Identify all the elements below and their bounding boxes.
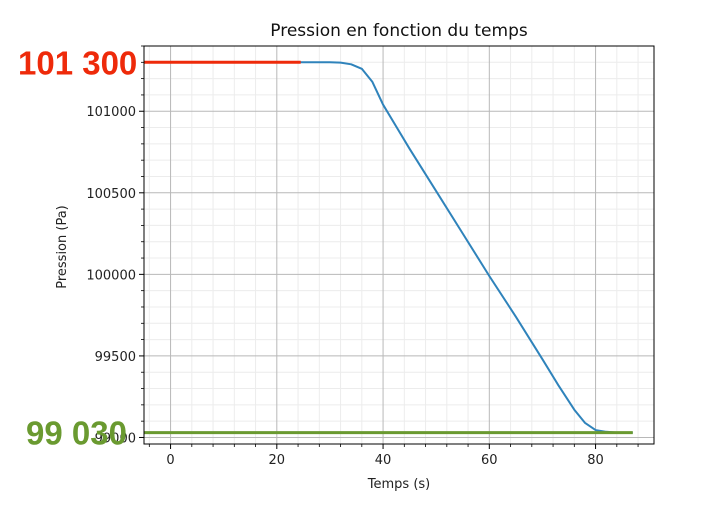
series-layer: [144, 61, 633, 434]
annotation-labels: 101 300 99 030: [18, 44, 137, 451]
major-grid: [144, 46, 654, 444]
x-tick-label: 0: [166, 453, 174, 468]
plot-frame: [143, 45, 655, 445]
x-tick-label: 40: [375, 453, 392, 468]
y-axis-label: Pression (Pa): [55, 205, 70, 289]
y-tick-label: 99500: [95, 350, 136, 365]
chart-title: Pression en fonction du temps: [270, 21, 528, 41]
y-tick-label: 101000: [86, 105, 136, 120]
annotation-label: 99 030: [26, 415, 127, 452]
y-tick-label: 100500: [86, 187, 136, 202]
x-tick-label: 80: [587, 453, 604, 468]
x-axis-label: Temps (s): [367, 477, 430, 492]
annotation-label: 101 300: [18, 44, 137, 81]
annotation-lines: [144, 60, 633, 435]
pressure-series-line: [144, 61, 633, 434]
axis-ticks: 0 20 40 60 80 99000 99500 100000 100500 101000: [86, 45, 639, 468]
x-tick-label: 20: [269, 453, 286, 468]
y-tick-label: 99000: [95, 431, 136, 446]
x-tick-label: 60: [481, 453, 498, 468]
y-tick-label: 100000: [86, 268, 136, 283]
minor-grid: [144, 45, 654, 444]
